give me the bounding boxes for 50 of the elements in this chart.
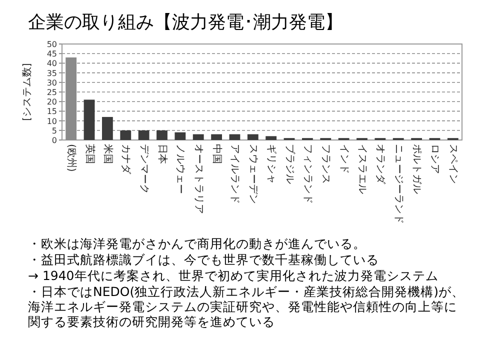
x-tick-label: 日本 [156, 144, 168, 164]
y-tick-label: 15 [46, 107, 57, 116]
x-tick-label: インド [338, 144, 350, 174]
y-axis-title: [システム数] [22, 63, 33, 121]
x-tick-label: フランス [320, 144, 332, 184]
text: ・欧米は海洋発電がさかんで商用化の動きが進んでいる。 [28, 236, 367, 251]
y-tick-label: 10 [46, 116, 57, 126]
bar [247, 134, 258, 140]
text: ・日本ではNEDO(独立行政法人新エネルギー・産業技術総合開発機構)が、海洋エネルギー発電システムの実証研究や、発電性能や信頼性の向上等に関する要素技術の研究開発等を進めている [28, 284, 466, 329]
x-tick-label: 米国 [102, 144, 114, 164]
chart-title: 企業の取り組み【波力発電･潮力発電】 [28, 11, 343, 34]
x-tick-label: ロシア [429, 144, 440, 174]
y-tick-label: 30 [46, 78, 57, 88]
bar [120, 130, 132, 140]
bar [174, 132, 186, 140]
x-tick-label: 中国 [211, 144, 224, 164]
x-tick-label: イスラエル [356, 144, 368, 194]
y-tick-label: 25 [46, 88, 57, 97]
x-tick-label: 英国 [84, 144, 96, 164]
x-tick-label: デンマーク [138, 144, 150, 194]
bar [156, 130, 168, 140]
bar [266, 136, 277, 140]
x-tick-label: ブラジル [284, 144, 296, 184]
y-tick-label: 40 [46, 59, 57, 68]
x-tick-label: ポルトガル [411, 144, 422, 194]
bar [192, 134, 204, 140]
x-tick-label: オランダ [374, 144, 387, 185]
bar [84, 100, 95, 140]
y-tick-label: 50 [46, 40, 57, 49]
y-tick-label: 0 [52, 136, 57, 145]
y-tick-label: 5 [52, 126, 57, 136]
bar [138, 130, 150, 140]
y-tick-label: 35 [46, 68, 57, 78]
text: ・益田式航路標識ブイは、今でも世界で数千基稼働している [28, 252, 380, 267]
bar [211, 134, 222, 140]
y-tick-label: 45 [46, 50, 57, 59]
bar [229, 134, 240, 140]
x-tick-label: スペイン [447, 144, 458, 184]
y-tick-label: 20 [46, 98, 57, 107]
x-tick-label: オーストラリア [192, 144, 204, 214]
x-tick-label: カナダ [120, 144, 132, 175]
bar [102, 116, 113, 140]
x-tick-label: ニュージーランド [392, 144, 404, 224]
x-tick-label: スウェーデン [247, 144, 258, 204]
text: → 1940年代に考案され、世界で初めて実用化された波力発電システム [28, 268, 440, 283]
x-tick-label: (欧州) [66, 144, 78, 172]
x-tick-label: フィンランド [302, 144, 313, 204]
x-tick-label: ノルウェー [174, 144, 186, 194]
x-tick-label: アイルランド [229, 144, 240, 204]
x-tick-label: ギリシャ [266, 144, 278, 184]
